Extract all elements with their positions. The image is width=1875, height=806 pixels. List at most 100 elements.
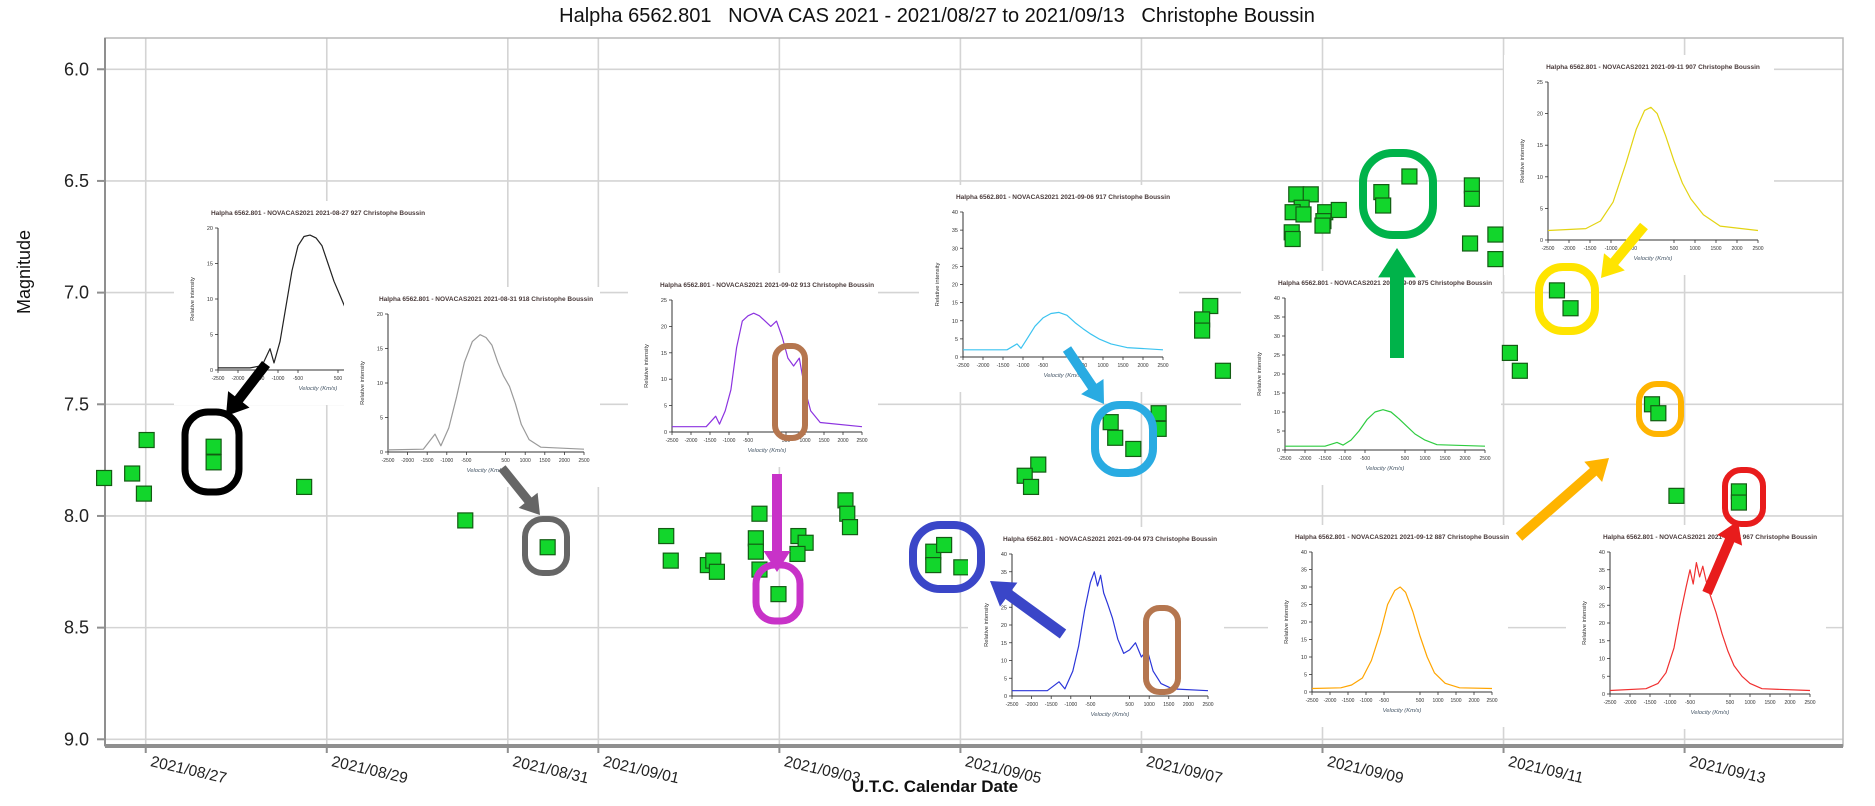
inset-y-tick-label: 10	[1001, 659, 1007, 665]
inset-y-tick-label: 40	[1599, 550, 1605, 556]
inset-y-tick-label: 10	[207, 297, 213, 303]
data-point-square	[1284, 230, 1301, 248]
annotation-arrow-yellow	[1601, 222, 1648, 278]
annotation-ellipse-highlight-blue	[909, 521, 985, 593]
inset-y-tick-label: 35	[1599, 568, 1605, 574]
inset-spectrum-2021-09-02: Halpha 6562.801 - NOVACAS2021 2021-09-02…	[628, 273, 878, 467]
inset-x-tick-label: -2000	[401, 458, 414, 464]
inset-y-tick-label: 20	[661, 324, 667, 330]
inset-y-tick-label: 10	[1599, 657, 1605, 663]
inset-y-tick-label: 25	[952, 264, 958, 270]
inset-y-tick-label: 35	[952, 228, 958, 234]
inset-x-tick-label: -1500	[1045, 702, 1058, 708]
inset-y-tick-label: 0	[1277, 448, 1280, 454]
inset-x-tick-label: -2000	[685, 438, 698, 444]
inset-x-tick-label: 2000	[1468, 698, 1479, 704]
inset-x-tick-label: 2000	[837, 438, 848, 444]
data-point-square	[1562, 300, 1579, 317]
inset-y-tick-label: 25	[661, 298, 667, 304]
inset-x-tick-label: 2000	[1784, 700, 1795, 706]
inset-x-tick-label: -1000	[723, 438, 736, 444]
inset-x-tick-label: 1000	[1419, 456, 1430, 462]
inset-background	[1566, 525, 1826, 729]
inset-y-tick-label: 10	[1301, 655, 1307, 661]
inset-spectrum-2021-09-09: Halpha 6562.801 - NOVACAS2021 2021-09-09…	[1241, 271, 1501, 485]
inset-y-tick-label: 35	[1001, 570, 1007, 576]
inset-x-tick-label: 500	[782, 438, 791, 444]
x-tick-label: 2021/08/29	[330, 753, 409, 787]
inset-y-tick-label: 20	[1599, 621, 1605, 627]
inset-x-tick-label: -1000	[1664, 700, 1677, 706]
inset-y-tick-label: 5	[1277, 429, 1280, 435]
inset-y-tick-label: 0	[955, 355, 958, 361]
inset-y-tick-label: 20	[1537, 112, 1543, 118]
data-point-square	[539, 539, 556, 556]
inset-x-tick-label: 1000	[1744, 700, 1755, 706]
inset-x-tick-label: 1000	[1689, 246, 1700, 252]
inset-x-tick-label: 1500	[1764, 700, 1775, 706]
data-point-square	[1463, 190, 1480, 207]
inset-x-tick-label: 2500	[578, 458, 589, 464]
inset-title: Halpha 6562.801 - NOVACAS2021 2021-08-31…	[379, 296, 593, 303]
inset-background	[968, 527, 1224, 731]
inset-x-tick-label: -2500	[382, 458, 395, 464]
inset-spectrum-2021-09-12: Halpha 6562.801 - NOVACAS2021 2021-09-12…	[1268, 525, 1509, 727]
spectrum-curve	[387, 334, 585, 451]
inset-y-tick-label: 5	[1004, 676, 1007, 682]
inset-x-tick-label: -2500	[1604, 700, 1617, 706]
inset-background	[344, 287, 600, 487]
annotation-ellipse-highlight-green	[1359, 149, 1437, 239]
inset-x-tick-label: -1500	[1644, 700, 1657, 706]
data-point-square	[1202, 297, 1219, 315]
inset-y-tick-label: 25	[1599, 603, 1605, 609]
data-point-square	[1668, 487, 1685, 504]
inset-y-tick-label: 30	[1599, 586, 1605, 592]
annotation-ellipse-spectral-feature-brown-2	[1143, 605, 1181, 695]
inset-x-tick-label: 1000	[1432, 698, 1443, 704]
data-point-square	[205, 454, 222, 471]
inset-y-axis-title: Relative intensity	[360, 361, 366, 405]
inset-x-tick-label: 1500	[539, 458, 550, 464]
data-point-square	[1302, 186, 1319, 203]
inset-y-tick-label: 5	[664, 404, 667, 410]
data-point-square	[1375, 197, 1392, 214]
inset-y-tick-label: 40	[952, 210, 958, 216]
data-point-square	[1487, 226, 1504, 243]
spectrum-curve	[1311, 586, 1493, 690]
inset-x-tick-label: -2000	[232, 376, 245, 382]
data-point-square	[1022, 478, 1040, 496]
data-point-square	[296, 478, 313, 496]
inset-y-tick-label: 20	[207, 226, 213, 232]
inset-y-axis-title: Relative intensity	[1520, 139, 1526, 183]
data-point-square	[925, 556, 942, 574]
inset-y-axis-title: Relative intensity	[984, 603, 990, 647]
inset-title: Halpha 6562.801 - NOVACAS2021 2021-09-13…	[1603, 534, 1817, 541]
data-point-square	[936, 536, 953, 554]
inset-y-tick-label: 10	[1537, 175, 1543, 181]
data-point-square	[789, 545, 806, 563]
inset-y-tick-label: 10	[377, 381, 383, 387]
data-point-square	[138, 431, 155, 449]
inset-x-tick-label: 1500	[1710, 246, 1721, 252]
inset-x-tick-label: -1000	[1017, 363, 1030, 369]
inset-y-tick-label: 0	[1540, 238, 1543, 244]
inset-x-tick-label: 1000	[1097, 363, 1108, 369]
inset-x-tick-label: 2000	[1731, 246, 1742, 252]
inset-title: Halpha 6562.801 - NOVACAS2021 2021-09-11…	[1546, 64, 1760, 71]
inset-y-tick-label: 30	[952, 246, 958, 252]
spectrum-insets: Halpha 6562.801 - NOVACAS2021 2021-08-27…	[174, 55, 1826, 731]
inset-x-tick-label: 2500	[856, 438, 867, 444]
data-point-square	[1314, 217, 1331, 234]
inset-y-tick-label: 25	[1274, 353, 1280, 359]
inset-y-axis-title: Relative intensity	[644, 344, 650, 388]
inset-y-axis-title: Relative intensity	[935, 262, 941, 306]
inset-x-tick-label: -2000	[977, 363, 990, 369]
inset-spectrum-2021-09-13: Halpha 6562.801 - NOVACAS2021 2021-09-13…	[1566, 525, 1826, 729]
inset-x-tick-label: -2000	[1025, 702, 1038, 708]
inset-y-tick-label: 20	[1274, 372, 1280, 378]
annotations	[181, 149, 1766, 695]
inset-x-tick-label: -2000	[1324, 698, 1337, 704]
data-point-square	[1107, 429, 1124, 446]
inset-y-tick-label: 40	[1001, 552, 1007, 558]
